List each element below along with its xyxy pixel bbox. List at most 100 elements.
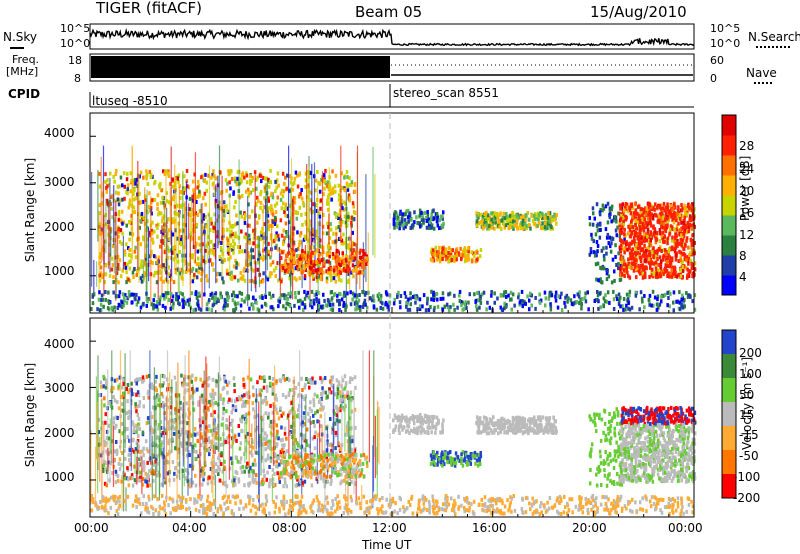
data-cell <box>673 202 676 207</box>
data-cell <box>343 394 346 399</box>
data-cell <box>418 307 422 311</box>
data-cell <box>174 297 178 302</box>
data-cell <box>310 300 313 305</box>
data-cell <box>467 257 471 262</box>
data-cell <box>418 208 422 213</box>
data-cell <box>533 213 536 218</box>
data-cell <box>596 249 599 254</box>
data-cell <box>223 302 227 307</box>
data-cell <box>690 245 693 250</box>
data-cell <box>228 180 231 185</box>
data-cell <box>518 300 522 305</box>
data-cell <box>595 202 599 207</box>
data-cell <box>653 270 657 275</box>
data-cell <box>318 189 322 194</box>
data-cell <box>614 243 617 248</box>
data-cell <box>408 307 412 312</box>
data-cell <box>513 216 516 221</box>
data-cell <box>227 169 230 174</box>
data-cell <box>282 228 285 233</box>
data-cell <box>461 253 465 258</box>
data-cell <box>240 394 244 399</box>
data-cell <box>685 275 689 280</box>
data-cell <box>276 233 280 238</box>
data-cell <box>270 425 274 429</box>
data-cell <box>554 298 558 303</box>
data-cell <box>184 253 187 258</box>
data-cell <box>153 197 157 202</box>
data-cell <box>184 270 188 274</box>
data-cell <box>307 465 311 470</box>
data-cell <box>649 238 652 243</box>
data-cell <box>181 427 184 432</box>
data-cell <box>275 185 278 190</box>
data-cell <box>97 297 101 302</box>
velocity-ytick-3000: 3000 <box>44 381 75 395</box>
data-cell <box>586 290 589 295</box>
data-cell <box>199 473 203 478</box>
data-cell <box>500 307 504 312</box>
data-cell <box>167 265 171 270</box>
data-cell <box>344 383 348 388</box>
data-cell <box>511 213 514 218</box>
data-cell <box>177 469 180 474</box>
xtick-4: 16:00 <box>472 521 507 535</box>
data-cell <box>236 294 239 299</box>
data-cell <box>630 251 634 256</box>
data-cell <box>198 263 202 268</box>
data-cell <box>660 294 663 299</box>
data-cell <box>309 207 313 212</box>
data-cell <box>117 234 120 239</box>
data-cell <box>140 279 144 284</box>
data-cell <box>351 269 355 274</box>
data-cell <box>226 399 230 404</box>
data-cell <box>343 200 346 205</box>
data-cell <box>672 308 675 313</box>
data-cell <box>653 229 657 234</box>
data-cell <box>281 263 284 268</box>
data-cell <box>307 418 310 423</box>
data-cell <box>252 480 255 485</box>
data-cell <box>279 256 283 260</box>
data-cell <box>330 197 333 202</box>
data-cell <box>667 250 670 255</box>
data-cell <box>161 404 165 409</box>
data-cell <box>282 240 285 245</box>
data-cell <box>595 240 599 244</box>
data-cell <box>362 249 365 253</box>
data-cell <box>182 299 186 304</box>
data-cell <box>676 239 679 243</box>
data-cell <box>612 297 616 302</box>
data-cell <box>541 221 544 226</box>
data-cell <box>325 231 329 236</box>
data-cell <box>212 249 216 254</box>
data-cell <box>565 293 569 298</box>
data-cell <box>205 302 209 307</box>
data-cell <box>508 214 512 219</box>
data-cell <box>285 186 288 191</box>
data-cell <box>248 257 252 262</box>
data-cell <box>125 223 128 228</box>
data-cell <box>187 268 191 273</box>
data-cell <box>432 208 435 213</box>
data-cell <box>120 241 123 246</box>
data-cell <box>428 226 431 230</box>
data-cell <box>104 385 108 390</box>
data-cell <box>253 170 257 175</box>
data-cell <box>269 262 273 267</box>
data-cell <box>591 206 595 211</box>
data-cell <box>132 192 135 197</box>
data-cell <box>332 231 335 236</box>
data-cell <box>238 290 241 295</box>
data-cell <box>660 270 663 275</box>
data-cell <box>152 462 156 467</box>
data-cell <box>432 292 435 297</box>
data-cell <box>362 251 365 256</box>
data-cell <box>226 181 229 186</box>
data-cell <box>505 211 508 216</box>
data-cell <box>346 184 349 189</box>
data-cell <box>117 478 120 483</box>
data-cell <box>645 266 648 271</box>
data-cell <box>638 307 641 312</box>
data-cell <box>145 169 148 174</box>
